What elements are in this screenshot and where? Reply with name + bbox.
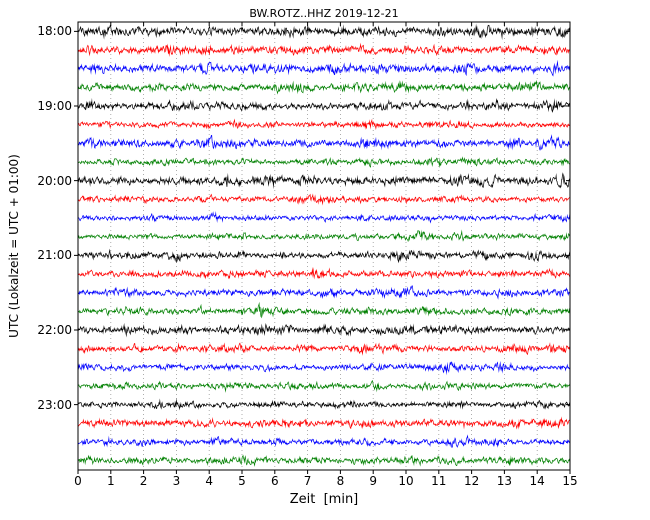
x-tick-label: 12 — [463, 474, 480, 488]
x-tick-label: 3 — [172, 474, 181, 488]
y-tick-label: 18:00 — [37, 24, 72, 39]
x-tick-label: 15 — [562, 474, 578, 488]
x-tick-label: 0 — [74, 474, 82, 488]
y-tick-label: 19:00 — [37, 99, 72, 113]
y-tick-label: 21:00 — [37, 248, 72, 263]
y-tick-label: 23:00 — [37, 397, 72, 412]
x-tick-label: 10 — [398, 474, 414, 488]
x-tick-label: 8 — [336, 474, 345, 488]
x-tick-label: 1 — [106, 474, 115, 488]
x-tick-label: 2 — [139, 474, 148, 488]
plot-title: BW.ROTZ..HHZ 2019-12-21 — [249, 7, 399, 20]
x-tick-label: 9 — [369, 474, 377, 488]
x-axis-label: Zeit [min] — [289, 492, 359, 507]
y-tick-label: 20:00 — [37, 173, 72, 188]
x-tick-label: 4 — [205, 474, 213, 488]
x-tick-label: 5 — [238, 474, 246, 488]
x-tick-label: 14 — [529, 474, 545, 488]
x-tick-label: 7 — [303, 474, 312, 488]
x-tick-label: 11 — [431, 474, 447, 488]
x-tick-label: 6 — [270, 474, 279, 488]
x-tick-label: 13 — [496, 474, 513, 488]
y-tick-label: 22:00 — [37, 323, 72, 337]
